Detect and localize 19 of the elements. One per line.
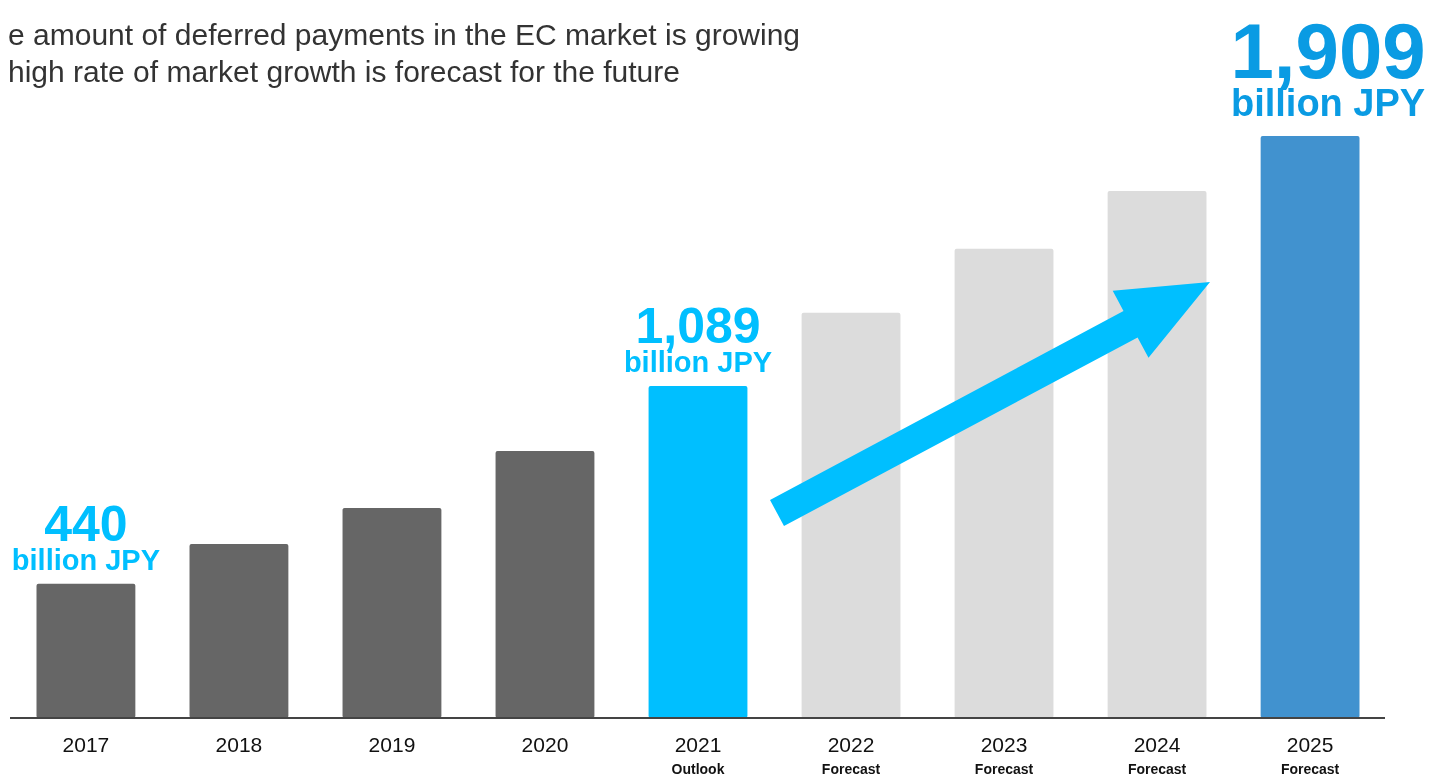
bar xyxy=(36,583,136,718)
x-tick-label: 2022 Forecast xyxy=(821,733,881,777)
x-tick-label: 2021 Outlook xyxy=(671,733,725,777)
bar xyxy=(189,543,289,718)
x-tick-label: 2025 Forecast xyxy=(1280,733,1340,777)
x-tick-label: 2023 Forecast xyxy=(974,733,1034,777)
chart-title: e amount of deferred payments in the EC market is growing high rate of market growth is forecast for the future xyxy=(8,18,801,88)
x-tick-label: 2020 xyxy=(521,733,569,756)
bar xyxy=(1107,190,1207,718)
bar xyxy=(801,312,901,718)
bar xyxy=(954,248,1054,718)
x-tick-label: 2017 xyxy=(62,733,110,756)
bar xyxy=(495,450,595,718)
x-tick-label: 2024 Forecast xyxy=(1127,733,1187,777)
bar xyxy=(1260,136,1360,718)
x-tick-label: 2019 xyxy=(368,733,416,756)
bar xyxy=(648,386,748,718)
bar xyxy=(342,507,442,718)
x-tick-label: 2018 xyxy=(215,733,263,756)
